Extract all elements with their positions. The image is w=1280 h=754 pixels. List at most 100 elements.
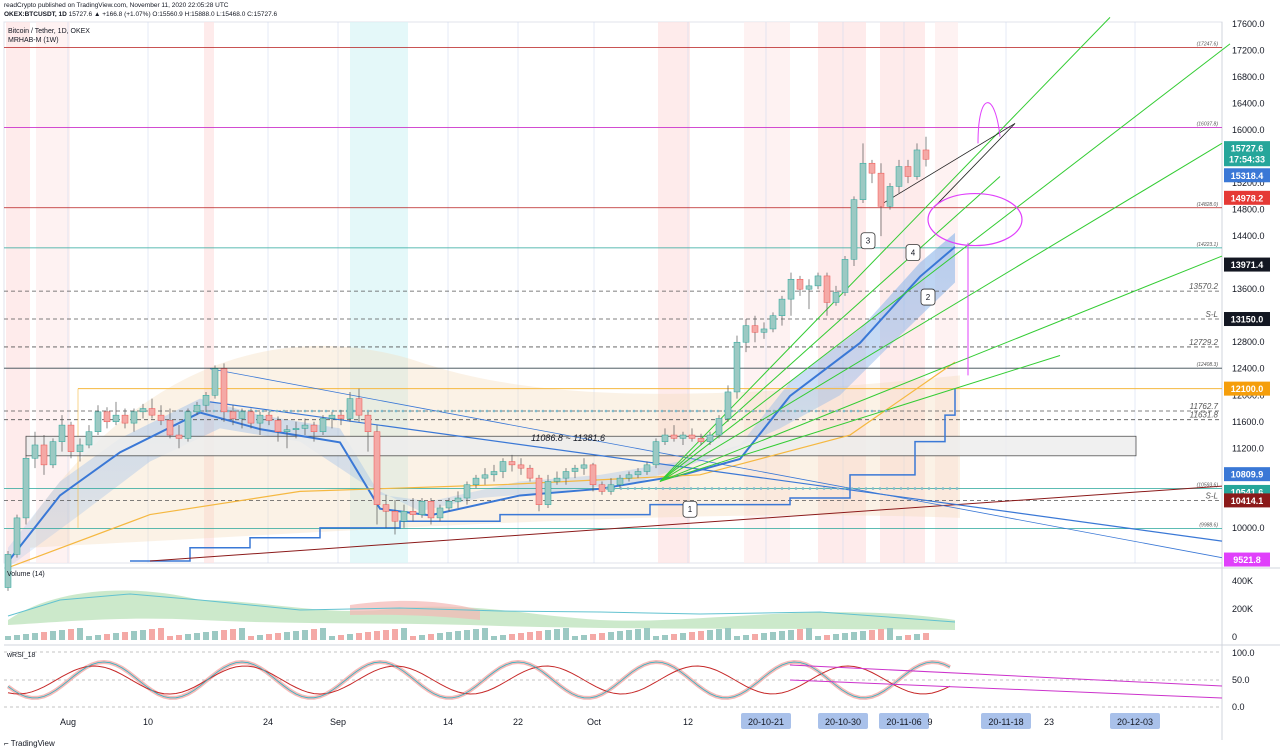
candle-body <box>661 434 669 442</box>
dot-marker <box>765 409 769 413</box>
symbol-label: OKEX:BTCUSDT, 1D <box>4 11 67 18</box>
volume-bar <box>797 629 803 640</box>
volume-bar <box>248 636 254 640</box>
volume-bar <box>374 631 380 640</box>
callout-label: 4 <box>911 249 916 258</box>
candle-body <box>139 408 147 413</box>
volume-bar <box>383 630 389 640</box>
dot-marker <box>667 409 671 413</box>
dot-marker <box>717 487 721 490</box>
candle-body <box>130 411 138 424</box>
dot-marker <box>849 409 853 413</box>
channel-line <box>934 123 1016 207</box>
volume-bar <box>752 634 758 640</box>
candle-body <box>256 414 264 424</box>
candle-body <box>22 457 30 519</box>
level-label: (16037.8) <box>1197 122 1219 128</box>
rsi-tick: 100.0 <box>1232 648 1255 658</box>
consolidation-box <box>25 435 1137 457</box>
dot-marker <box>310 409 314 413</box>
volume-bar <box>581 635 587 640</box>
ohlc-values: 15727.6 ▲ +166.8 (+1.07%) O:15560.9 H:15… <box>68 11 278 18</box>
volume-bar <box>500 635 506 640</box>
dot-marker <box>724 487 728 490</box>
candle-body <box>436 507 444 519</box>
dot-marker <box>654 487 658 490</box>
volume-bar <box>158 628 164 640</box>
dot-marker <box>716 409 720 413</box>
volume-bar <box>779 631 785 640</box>
background-layer <box>3 21 1280 740</box>
level-label: S-L <box>1206 310 1218 319</box>
shade-stripe <box>36 22 70 563</box>
volume-bar <box>338 635 344 640</box>
dot-marker <box>835 409 839 413</box>
callout-3: 3 <box>860 232 876 250</box>
volume-bar <box>185 634 191 640</box>
candle-body <box>751 325 759 333</box>
dot-marker <box>317 409 321 413</box>
volume-bar <box>761 633 767 640</box>
fan-line <box>659 255 1223 482</box>
dot-marker <box>808 487 812 490</box>
candle-body <box>94 411 102 432</box>
candle-body <box>499 461 507 472</box>
volume-bar <box>50 631 56 640</box>
dot-marker <box>752 487 756 490</box>
price-badge-label: 9521.8 <box>1233 555 1261 565</box>
stepped-line <box>130 388 956 562</box>
volume-bar <box>644 628 650 640</box>
time-tick: 23 <box>1044 717 1054 727</box>
volume-bar <box>455 631 461 640</box>
dot-marker <box>934 487 938 490</box>
candle-body <box>463 484 471 499</box>
rsi-tick: 0.0 <box>1232 702 1245 712</box>
time-tick: Sep <box>330 717 346 727</box>
dot-marker <box>948 487 952 490</box>
dot-marker <box>499 409 503 413</box>
candle-body <box>580 464 588 469</box>
candle-body <box>337 414 345 419</box>
dot-marker <box>815 487 819 490</box>
level-label: S-L <box>1206 491 1218 500</box>
volume-bar <box>221 630 227 640</box>
legend-rsi: wRSI_18 <box>6 652 36 659</box>
dot-marker <box>696 487 700 490</box>
volume-bar <box>518 633 524 640</box>
volume-bar <box>14 635 20 640</box>
dot-marker <box>457 409 461 413</box>
dot-marker <box>626 487 630 490</box>
candle-body <box>355 398 363 416</box>
volume-bar <box>194 633 200 640</box>
candle-body <box>679 434 687 439</box>
volume-bar <box>869 630 875 640</box>
candle-body <box>229 411 237 419</box>
time-tick: 9 <box>927 717 932 727</box>
time-tick: 10 <box>143 717 153 727</box>
time-badge <box>1110 713 1160 729</box>
candle-body <box>427 501 435 519</box>
dot-marker <box>569 409 573 413</box>
dot-marker <box>640 487 644 490</box>
volume-bar <box>320 628 326 640</box>
price-badge-label: 10414.1 <box>1231 496 1264 506</box>
candle-body <box>886 186 894 207</box>
candle-body <box>301 424 309 429</box>
dot-marker <box>661 487 665 490</box>
level-label: (14828.0) <box>1197 202 1219 208</box>
time-badge <box>981 713 1031 729</box>
volume-bar <box>77 628 83 640</box>
dot-marker <box>955 487 959 490</box>
dot-marker <box>639 409 643 413</box>
candle-body <box>373 431 381 505</box>
volume-bar <box>122 632 128 640</box>
dot-marker <box>296 409 300 413</box>
candle-body <box>211 368 219 396</box>
dot-marker <box>352 409 356 413</box>
volume-bar <box>347 634 353 640</box>
dot-marker <box>793 409 797 413</box>
candle-body <box>391 511 399 522</box>
candle-body <box>859 162 867 200</box>
level-label: (9988.6) <box>1199 523 1218 529</box>
